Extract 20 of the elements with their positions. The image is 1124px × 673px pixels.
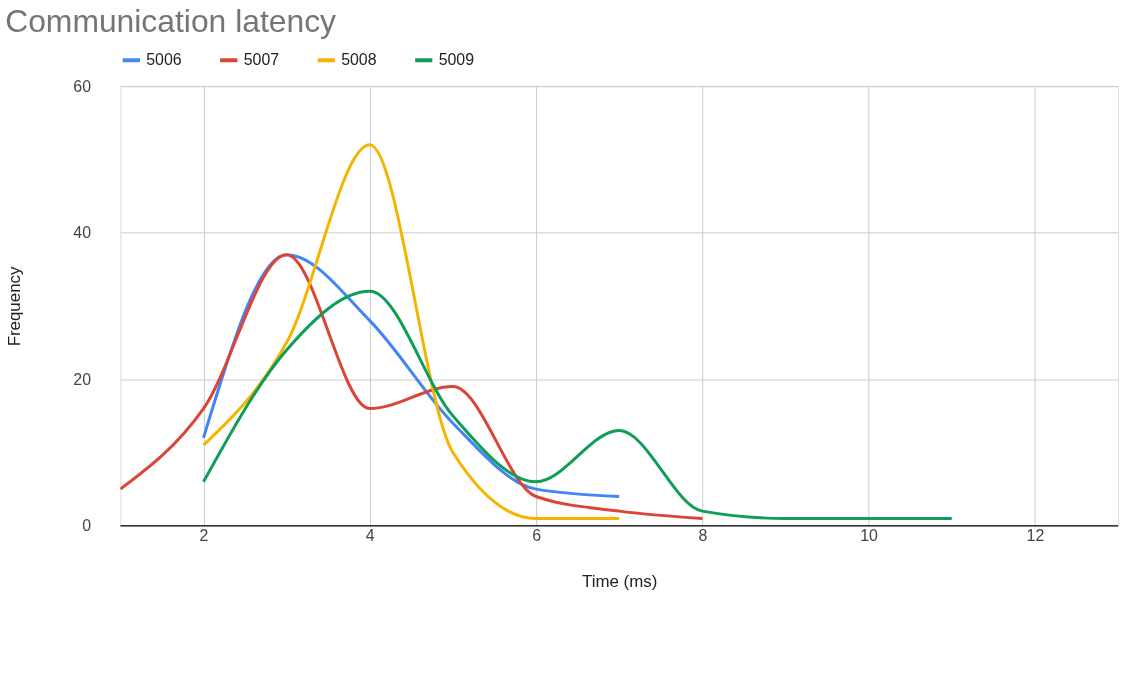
y-tick-label: 20	[73, 370, 92, 388]
x-tick-label: 4	[365, 527, 375, 545]
line-series	[202, 289, 954, 520]
legend-label: 5008	[341, 51, 377, 69]
line-series	[120, 253, 704, 520]
x-tick-label: 8	[698, 527, 708, 545]
x-tick-label: 6	[532, 527, 542, 545]
y-tick-label: 60	[73, 77, 92, 95]
x-tick-label: 2	[199, 527, 209, 545]
legend-label: 5007	[243, 51, 280, 69]
legend-label: 5009	[438, 51, 475, 69]
legend-label: 5006	[146, 51, 182, 69]
x-axis-title: Time (ms)	[582, 571, 658, 591]
x-tick-label: 10	[860, 527, 879, 545]
line-series	[202, 143, 621, 520]
y-tick-label: 0	[82, 517, 92, 535]
chart-title: Communication latency	[5, 3, 337, 40]
x-tick-label: 12	[1026, 527, 1045, 545]
y-axis-title: Frequency	[4, 266, 24, 347]
y-tick-label: 40	[73, 224, 92, 242]
